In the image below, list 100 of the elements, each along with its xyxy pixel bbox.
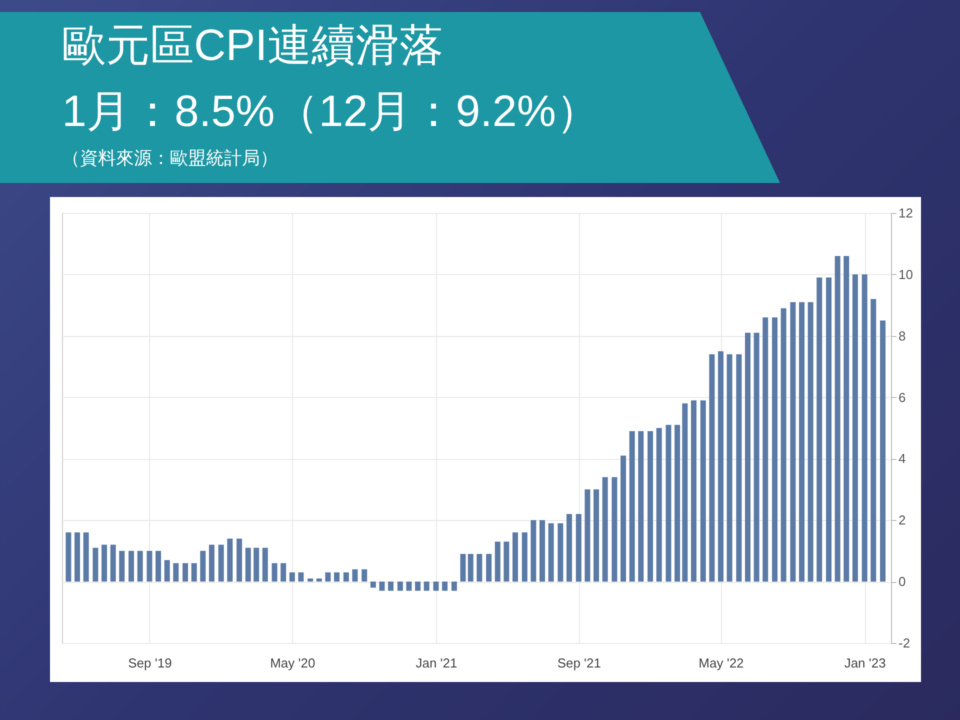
bar	[620, 456, 626, 582]
bar	[334, 572, 340, 582]
bar	[476, 554, 482, 582]
y-tick-label: 12	[898, 206, 913, 220]
bar	[674, 424, 680, 582]
bar	[790, 302, 796, 582]
bar	[566, 514, 572, 582]
bar	[494, 542, 500, 582]
bar	[66, 532, 72, 582]
bar	[370, 582, 376, 588]
bar	[834, 256, 840, 582]
bar	[397, 582, 403, 591]
bar	[218, 544, 224, 582]
chart-title: 歐元區CPI連續滑落	[62, 20, 444, 72]
x-tick-label: Sep '19	[128, 656, 172, 670]
bar	[602, 477, 608, 582]
bar	[200, 550, 206, 582]
bar	[522, 532, 528, 582]
bar	[736, 354, 742, 582]
bar	[102, 544, 108, 582]
bar	[656, 428, 662, 582]
bar	[415, 582, 421, 591]
bar	[700, 400, 706, 582]
bar	[558, 523, 564, 582]
chart-subtitle: 1月：8.5%（12月：9.2%）	[62, 86, 600, 138]
bar	[379, 582, 385, 591]
bar	[648, 431, 654, 582]
bar	[460, 554, 466, 582]
bar	[191, 563, 197, 582]
bar	[862, 274, 868, 582]
bar	[227, 538, 233, 582]
bar	[530, 520, 536, 582]
bar	[576, 514, 582, 582]
bar	[744, 332, 750, 582]
bar	[362, 569, 368, 582]
bar	[540, 520, 546, 582]
bar	[512, 532, 518, 582]
bar	[808, 302, 814, 582]
y-tick-label: 4	[898, 451, 906, 466]
y-tick-label: 8	[898, 328, 906, 344]
bar	[92, 548, 98, 582]
bar	[451, 582, 457, 591]
bar	[880, 320, 886, 582]
bar	[236, 538, 242, 582]
bar	[816, 278, 822, 582]
bar	[74, 532, 80, 582]
bar	[406, 582, 412, 591]
y-tick-label: 0	[898, 574, 906, 590]
bar	[156, 550, 162, 582]
bar	[352, 569, 358, 582]
bar	[245, 548, 251, 582]
bar	[289, 572, 295, 582]
bar	[629, 431, 635, 582]
bar	[298, 572, 304, 582]
bar	[718, 351, 724, 582]
y-tick-label: -2	[898, 636, 910, 650]
bar	[272, 563, 278, 582]
bar	[682, 403, 688, 582]
bar	[780, 308, 786, 582]
bar	[666, 424, 672, 582]
bar	[424, 582, 430, 591]
y-tick-label: 2	[898, 512, 906, 528]
bar	[638, 431, 644, 582]
bar	[182, 563, 188, 582]
bar	[468, 554, 474, 582]
bar	[754, 332, 760, 582]
bar	[262, 548, 268, 582]
bar	[690, 400, 696, 582]
bar	[280, 563, 286, 582]
x-tick-label: Sep '21	[557, 656, 601, 670]
bar	[146, 550, 152, 582]
bar	[110, 544, 116, 582]
bar	[325, 572, 331, 582]
bar	[504, 542, 510, 582]
bar	[709, 354, 715, 582]
y-tick-label: 10	[898, 266, 913, 282]
x-tick-label: May '22	[698, 656, 744, 670]
bar	[612, 477, 618, 582]
bar	[254, 548, 260, 582]
bar	[433, 582, 439, 591]
bar	[83, 532, 89, 582]
bar	[548, 523, 554, 582]
bar	[343, 572, 349, 582]
bar	[173, 563, 179, 582]
bar	[726, 354, 732, 582]
text: （資料來源：歐盟統計局）	[62, 147, 278, 170]
bar	[308, 578, 314, 582]
bar	[388, 582, 394, 591]
x-tick-label: Jan '21	[416, 656, 458, 670]
bar	[826, 278, 832, 582]
bar	[164, 560, 170, 582]
x-tick-label: Jan '23	[844, 656, 886, 670]
bar	[584, 489, 590, 582]
bar	[486, 554, 492, 582]
bar	[137, 550, 143, 582]
bar	[208, 544, 214, 582]
bar	[316, 578, 322, 582]
bar	[844, 256, 850, 582]
bar	[119, 550, 125, 582]
bar	[852, 274, 858, 582]
